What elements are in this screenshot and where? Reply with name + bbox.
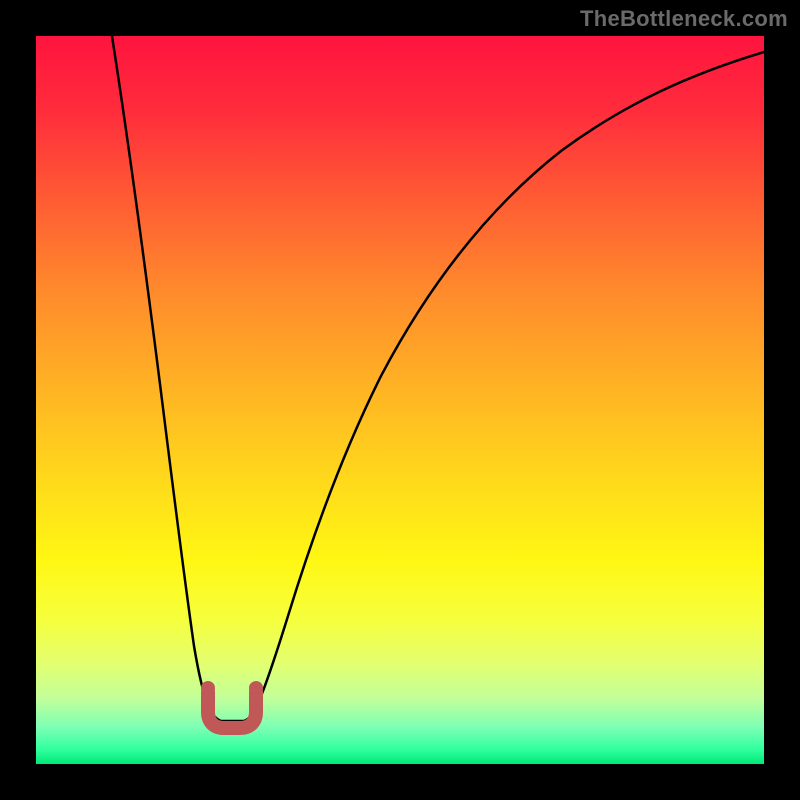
plot-area	[36, 36, 764, 764]
curve-layer	[36, 36, 764, 764]
marker-dot	[201, 681, 215, 695]
minimum-marker	[208, 692, 256, 728]
marker-dot	[201, 695, 215, 709]
watermark-text: TheBottleneck.com	[580, 6, 788, 32]
marker-dot	[249, 681, 263, 695]
marker-dot	[249, 695, 263, 709]
chart-container: TheBottleneck.com	[0, 0, 800, 800]
bottleneck-curve	[112, 36, 764, 721]
